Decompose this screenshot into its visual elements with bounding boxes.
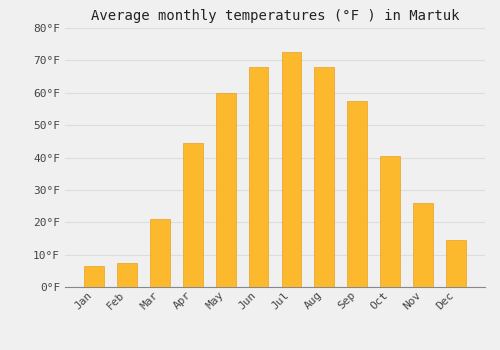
- Bar: [348, 101, 367, 287]
- Bar: [380, 156, 400, 287]
- Bar: [216, 93, 236, 287]
- Bar: [117, 263, 137, 287]
- Bar: [282, 52, 302, 287]
- Bar: [248, 67, 268, 287]
- Bar: [150, 219, 170, 287]
- Bar: [84, 266, 104, 287]
- Bar: [413, 203, 433, 287]
- Title: Average monthly temperatures (°F ) in Martuk: Average monthly temperatures (°F ) in Ma…: [91, 9, 459, 23]
- Bar: [183, 143, 203, 287]
- Bar: [314, 67, 334, 287]
- Bar: [446, 240, 466, 287]
